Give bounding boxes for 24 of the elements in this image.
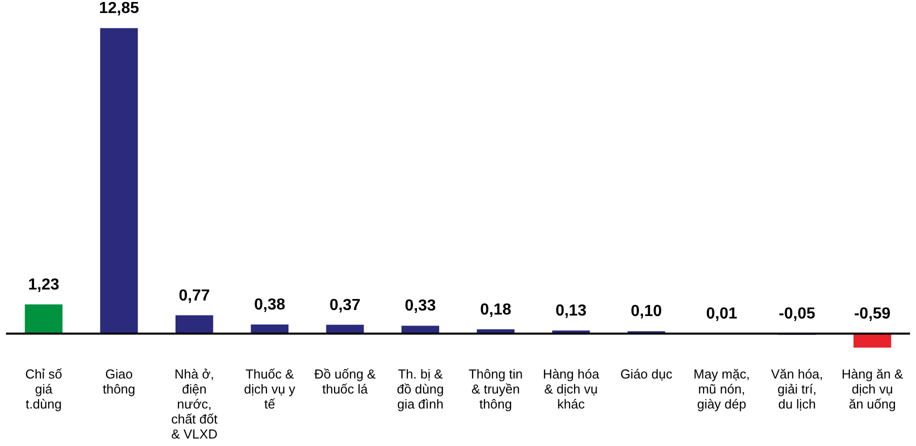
x-tick-label: Thuốc & dịch vụ y tế [244, 366, 296, 412]
data-label: 0,13 [555, 302, 587, 320]
x-tick-label: Chỉ số giá t.dùng [25, 366, 62, 412]
data-label: 0,38 [254, 296, 286, 314]
data-label: -0,59 [854, 306, 891, 323]
x-tick-label: Thông tin & truyền thông [468, 366, 523, 412]
data-label: 0,33 [404, 298, 436, 315]
x-tick-label: Hàng ăn & dịch vụ ăn uống [842, 366, 904, 412]
data-label: 0,37 [329, 296, 361, 314]
x-tick-label: Hàng hóa & dịch vụ khác [542, 366, 600, 412]
x-tick-label: Đồ uống & thuốc lá [314, 366, 376, 396]
x-tick-label: Th. bị & đồ dùng gia đình [396, 366, 444, 412]
x-tick-label: Giao thông [102, 366, 136, 396]
x-tick-label: May mặc, mũ nón, giày dép [693, 366, 750, 412]
data-label: 0,18 [480, 301, 512, 318]
x-tick-label: Giáo dục [620, 366, 673, 382]
data-label: 1,23 [28, 276, 60, 294]
data-label: 12,85 [98, 0, 140, 18]
data-label: 0,01 [706, 305, 738, 322]
data-label: 0,77 [178, 287, 210, 304]
x-tick-label: Văn hóa, giải trí, du lịch [770, 366, 824, 412]
data-label: 0,10 [630, 303, 662, 320]
data-label: -0,05 [778, 306, 816, 323]
x-tick-label: Nhà ở, điện nước, chất đốt & VLXD [171, 366, 218, 442]
